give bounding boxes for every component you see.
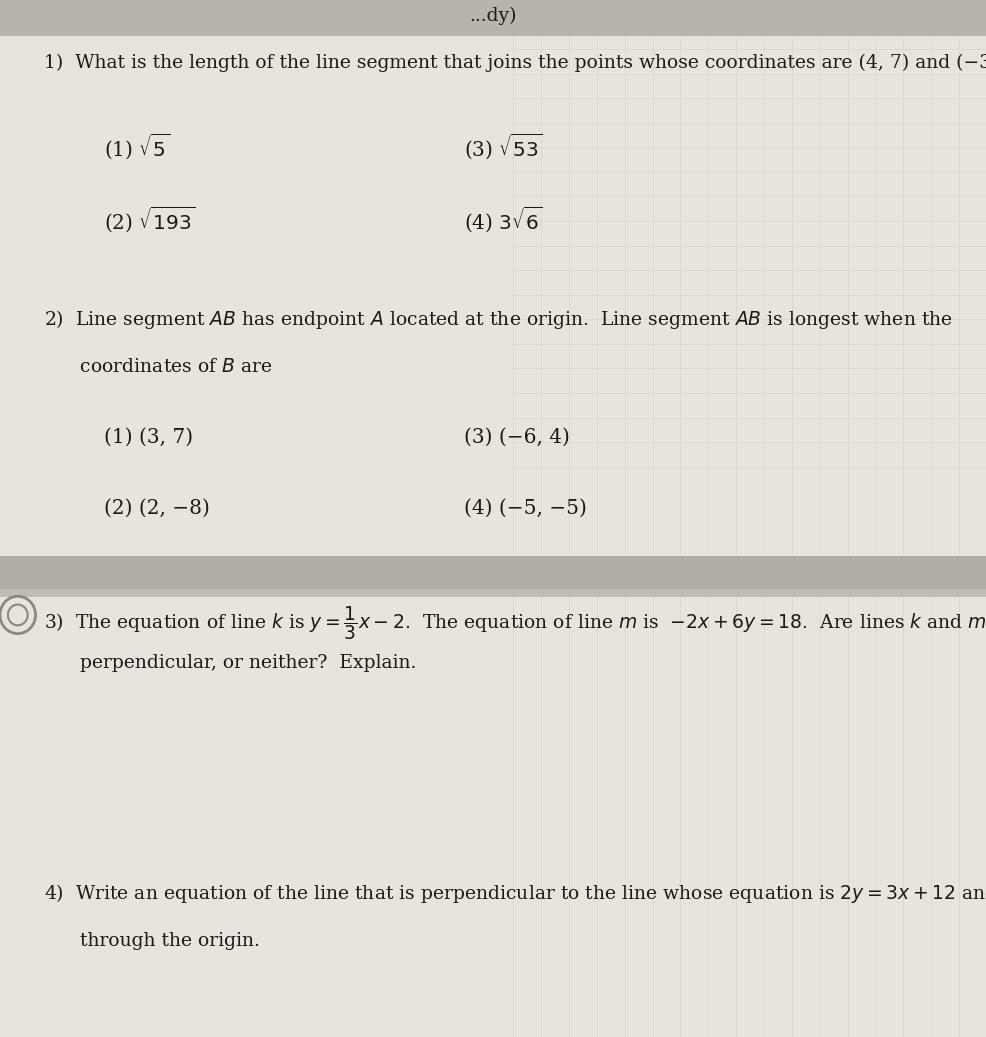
Text: (4) $3\sqrt{6}$: (4) $3\sqrt{6}$ xyxy=(463,204,542,234)
Text: (3) (−6, 4): (3) (−6, 4) xyxy=(463,428,569,447)
Text: (4) (−5, −5): (4) (−5, −5) xyxy=(463,499,586,517)
Text: (1) (3, 7): (1) (3, 7) xyxy=(104,428,192,447)
Text: (2) $\sqrt{193}$: (2) $\sqrt{193}$ xyxy=(104,204,195,234)
Text: (1) $\sqrt{5}$: (1) $\sqrt{5}$ xyxy=(104,132,170,162)
Text: 1)  What is the length of the line segment that joins the points whose coordinat: 1) What is the length of the line segmen… xyxy=(44,54,986,73)
Text: 4)  Write an equation of the line that is perpendicular to the line whose equati: 4) Write an equation of the line that is… xyxy=(44,882,986,905)
Text: 2)  Line segment $AB$ has endpoint $A$ located at the origin.  Line segment $AB$: 2) Line segment $AB$ has endpoint $A$ lo… xyxy=(44,308,952,331)
Text: (3) $\sqrt{53}$: (3) $\sqrt{53}$ xyxy=(463,132,542,162)
FancyBboxPatch shape xyxy=(0,0,986,36)
Text: coordinates of $B$ are: coordinates of $B$ are xyxy=(44,358,273,375)
Text: (2) (2, −8): (2) (2, −8) xyxy=(104,499,209,517)
Text: ...dy): ...dy) xyxy=(469,6,517,25)
FancyBboxPatch shape xyxy=(0,589,986,597)
FancyBboxPatch shape xyxy=(0,556,986,589)
Text: perpendicular, or neither?  Explain.: perpendicular, or neither? Explain. xyxy=(44,654,416,672)
Text: 3)  The equation of line $k$ is $y = \dfrac{1}{3}x - 2$.  The equation of line $: 3) The equation of line $k$ is $y = \dfr… xyxy=(44,605,986,643)
Text: through the origin.: through the origin. xyxy=(44,932,260,950)
